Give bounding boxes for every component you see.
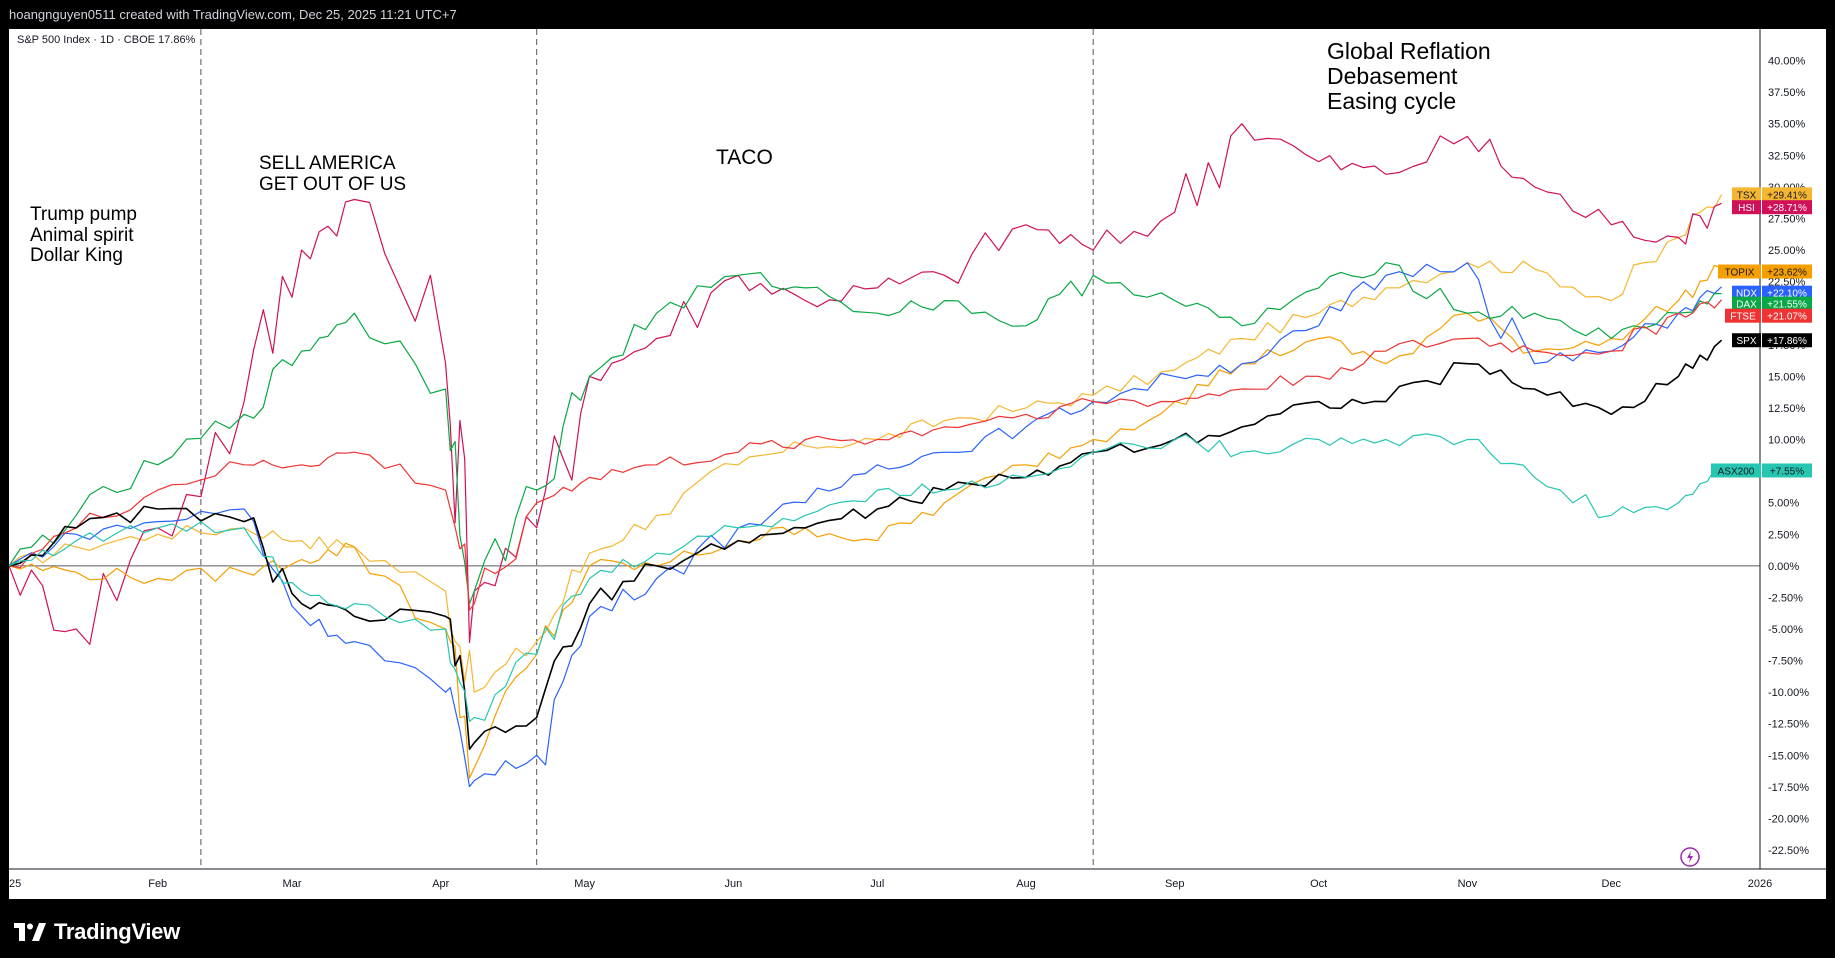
- series-last-value: +17.86%: [1767, 336, 1807, 347]
- series-line-topix[interactable]: [9, 264, 1722, 779]
- y-tick-label: 0.00%: [1768, 561, 1799, 573]
- y-tick-label: -15.00%: [1768, 750, 1809, 762]
- bottom-bar: TradingView: [0, 899, 1835, 958]
- annotation-trump: Trump pump Animal spirit Dollar King: [30, 204, 137, 267]
- x-tick-label: Mar: [283, 878, 302, 890]
- y-tick-label: -5.00%: [1768, 624, 1803, 636]
- y-tick-label: 22.50%: [1768, 277, 1806, 289]
- series-line-tsx[interactable]: [9, 194, 1723, 693]
- x-tick-label: Jun: [725, 878, 743, 890]
- y-tick-label: -12.50%: [1768, 719, 1809, 731]
- x-tick-label: Jul: [870, 878, 884, 890]
- tradingview-brand[interactable]: TradingView: [14, 919, 180, 945]
- lightning-icon[interactable]: [1680, 847, 1700, 867]
- series-ticker-badge-hsi[interactable]: [1732, 200, 1761, 215]
- series-ticker-label: TOPIX: [1725, 267, 1755, 278]
- x-tick-label: 2026: [1748, 878, 1772, 890]
- y-tick-label: 25.00%: [1768, 245, 1806, 257]
- series-ticker-badge-ftse[interactable]: [1725, 308, 1761, 323]
- series-value-badge-dax[interactable]: [1762, 296, 1812, 311]
- y-tick-label: -2.50%: [1768, 592, 1803, 604]
- y-tick-label: -17.50%: [1768, 782, 1809, 794]
- x-tick-label: Nov: [1458, 878, 1478, 890]
- series-last-value: +21.55%: [1767, 300, 1807, 311]
- series-line-spx[interactable]: [9, 339, 1723, 750]
- series-ticker-badge-topix[interactable]: [1718, 264, 1761, 279]
- x-tick-label: Dec: [1602, 878, 1622, 890]
- y-tick-label: -10.00%: [1768, 687, 1809, 699]
- legend-symbol[interactable]: S&P 500 Index · 1D · CBOE 17.86%: [17, 34, 196, 46]
- series-last-value: +7.55%: [1770, 466, 1804, 477]
- series-last-value: +21.07%: [1767, 312, 1807, 323]
- y-tick-label: 15.00%: [1768, 371, 1806, 383]
- series-value-badge-spx[interactable]: [1762, 333, 1812, 348]
- y-tick-label: 27.50%: [1768, 213, 1806, 225]
- top-bar: hoangnguyen0511 created with TradingView…: [0, 0, 1835, 29]
- series-ticker-label: ASX200: [1718, 466, 1755, 477]
- x-tick-label: Sep: [1165, 878, 1185, 890]
- series-ticker-label: HSI: [1738, 203, 1755, 214]
- y-tick-label: 12.50%: [1768, 403, 1806, 415]
- attribution-text: hoangnguyen0511 created with TradingView…: [9, 7, 457, 22]
- annotation-global-reflation: Global Reflation Debasement Easing cycle: [1327, 38, 1491, 114]
- chart-frame: 40.00%37.50%35.00%32.50%30.00%27.50%25.0…: [9, 29, 1826, 899]
- series-ticker-label: FTSE: [1730, 312, 1756, 323]
- series-ticker-label: DAX: [1736, 300, 1757, 311]
- series-last-value: +23.62%: [1767, 267, 1807, 278]
- series-ticker-badge-asx200[interactable]: [1711, 463, 1761, 478]
- annotation-taco: TACO: [716, 146, 773, 169]
- series-line-ndx[interactable]: [9, 262, 1723, 788]
- y-tick-label: -20.00%: [1768, 813, 1809, 825]
- series-line-hsi[interactable]: [9, 123, 1722, 645]
- series-last-value: +22.10%: [1767, 289, 1807, 300]
- y-tick-label: 35.00%: [1768, 119, 1806, 131]
- series-ticker-badge-ndx[interactable]: [1732, 285, 1761, 300]
- tradingview-wordmark: TradingView: [54, 919, 180, 944]
- y-tick-label: 32.50%: [1768, 150, 1806, 162]
- series-ticker-badge-spx[interactable]: [1732, 333, 1761, 348]
- series-value-badge-hsi[interactable]: [1762, 200, 1812, 215]
- series-ticker-label: SPX: [1736, 336, 1756, 347]
- series-line-asx200[interactable]: [9, 433, 1722, 722]
- series-line-ftse[interactable]: [9, 299, 1723, 611]
- series-value-badge-topix[interactable]: [1762, 264, 1812, 279]
- series-ticker-label: TSX: [1737, 190, 1757, 201]
- tradingview-logo-icon: [14, 923, 46, 941]
- x-tick-label: May: [574, 878, 595, 890]
- series-value-badge-asx200[interactable]: [1762, 463, 1812, 478]
- x-tick-label: Aug: [1016, 878, 1036, 890]
- x-tick-label: 2025: [9, 878, 21, 890]
- series-value-badge-tsx[interactable]: [1762, 187, 1812, 202]
- chart-canvas[interactable]: 40.00%37.50%35.00%32.50%30.00%27.50%25.0…: [9, 29, 1826, 899]
- y-tick-label: 5.00%: [1768, 498, 1799, 510]
- series-line-dax[interactable]: [9, 262, 1722, 605]
- y-tick-label: 37.50%: [1768, 87, 1806, 99]
- series-value-badge-ndx[interactable]: [1762, 285, 1812, 300]
- series-last-value: +29.41%: [1767, 190, 1807, 201]
- y-tick-label: -7.50%: [1768, 656, 1803, 668]
- annotation-sell-america: SELL AMERICA GET OUT OF US: [259, 153, 407, 195]
- series-value-badge-ftse[interactable]: [1762, 308, 1812, 323]
- x-tick-label: Apr: [432, 878, 449, 890]
- series-ticker-badge-tsx[interactable]: [1732, 187, 1761, 202]
- y-tick-label: 2.50%: [1768, 529, 1799, 541]
- y-tick-label: 40.00%: [1768, 56, 1806, 68]
- x-tick-label: Oct: [1310, 878, 1327, 890]
- series-ticker-badge-dax[interactable]: [1732, 296, 1761, 311]
- series-ticker-label: NDX: [1736, 289, 1757, 300]
- x-tick-label: Feb: [148, 878, 167, 890]
- series-last-value: +28.71%: [1767, 203, 1807, 214]
- y-tick-label: 10.00%: [1768, 435, 1806, 447]
- y-tick-label: -22.50%: [1768, 845, 1809, 857]
